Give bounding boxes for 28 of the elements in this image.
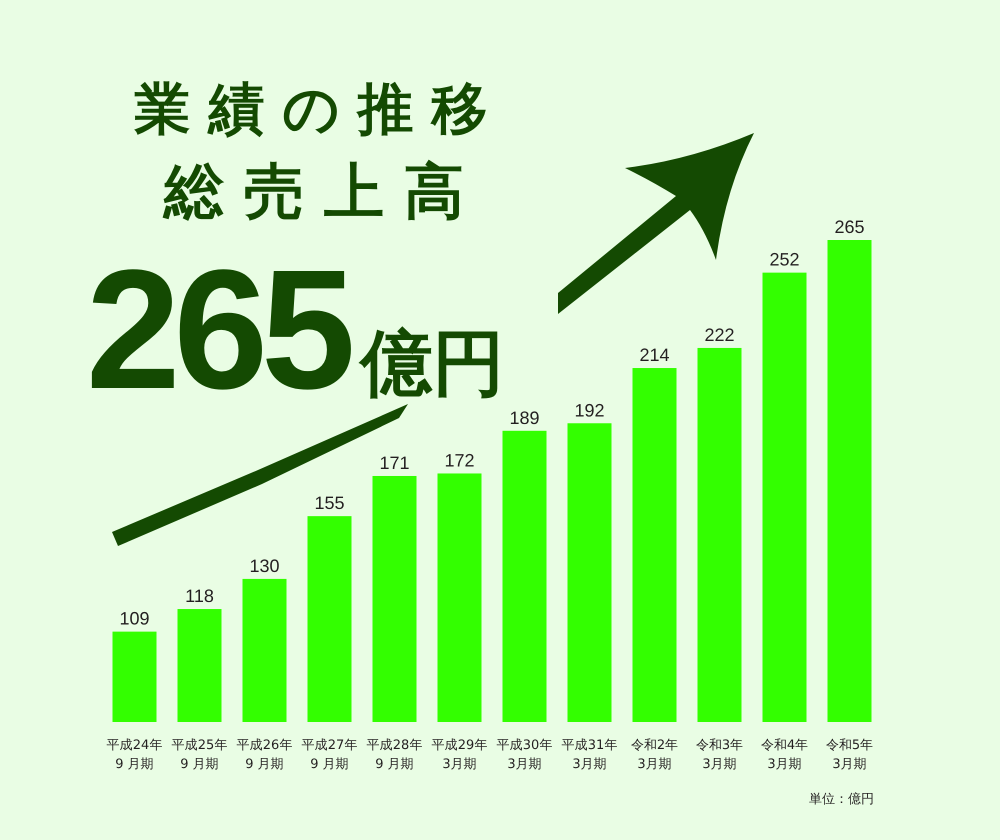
annotation: 265億円 <box>86 235 505 425</box>
x-tick-label: 平成27年 9 月期 <box>302 738 358 772</box>
x-tick-label: 平成31年 3月期 <box>562 738 618 772</box>
x-tick-label: 令和5年 3月期 <box>826 738 874 772</box>
data-label: 189 <box>509 408 540 428</box>
data-label: 171 <box>379 452 410 473</box>
x-tick-label: 平成24年 9 月期 <box>106 738 162 772</box>
data-label: 172 <box>444 450 475 470</box>
data-label: 109 <box>119 608 150 629</box>
data-label: 214 <box>639 345 670 366</box>
data-label: 118 <box>185 586 214 606</box>
data-label: 222 <box>704 324 735 345</box>
data-label: 192 <box>574 400 605 420</box>
x-tick-label: 平成29年 3月期 <box>432 738 488 772</box>
x-tick-label: 平成30年 3月期 <box>496 738 552 772</box>
x-tick-label: 平成26年 9 月期 <box>236 738 292 772</box>
data-label: 130 <box>249 556 280 576</box>
data-label: 252 <box>769 250 800 270</box>
x-tick-label: 平成25年 9 月期 <box>172 738 228 772</box>
x-tick-label: 令和3年 3月期 <box>696 738 744 772</box>
chart-subtitle: 総売上高 <box>162 157 484 227</box>
x-tick-label: 令和4年 3月期 <box>760 738 808 772</box>
x-tick-label: 平成28年 9 月期 <box>366 738 422 772</box>
text: 単位：億円 <box>809 792 874 807</box>
x-tick-label: 令和2年 3月期 <box>630 738 678 772</box>
data-label: 265 <box>834 217 865 237</box>
data-label: 155 <box>314 493 345 514</box>
chart-title: 業績の推移 <box>134 77 506 142</box>
